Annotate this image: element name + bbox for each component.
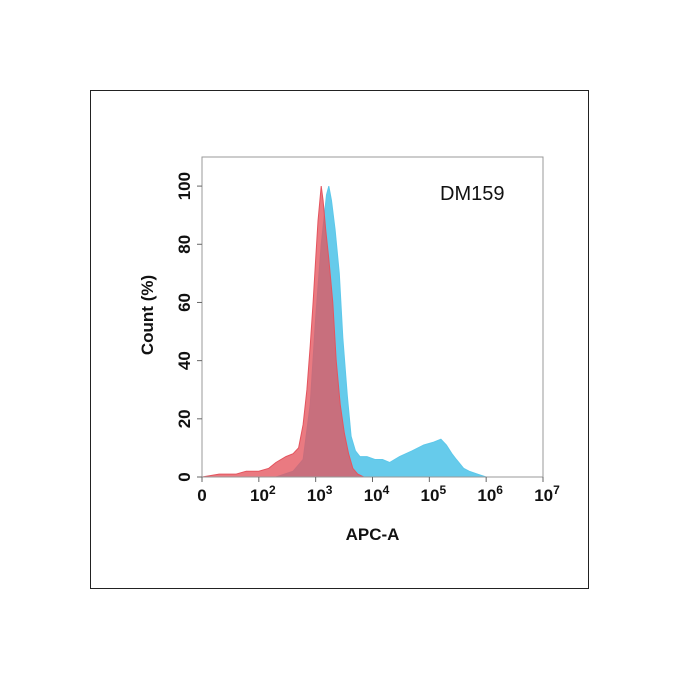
x-tick-label-2: 103	[307, 483, 333, 505]
x-tick-label-6: 107	[534, 483, 560, 505]
series-layer	[201, 185, 543, 478]
y-tick-label-1: 20	[175, 409, 194, 428]
y-tick-label-2: 40	[175, 351, 194, 370]
axis-ticks: 0 20 40 60 80 100 0 102 103 104 105 106 107	[175, 172, 560, 505]
plot-area	[201, 156, 544, 478]
sample-label: DM159	[440, 183, 504, 205]
y-tick-label-4: 80	[175, 235, 194, 254]
y-tick-label-0: 0	[175, 472, 194, 481]
x-axis-title: APC-A	[346, 525, 400, 544]
x-tick-label-3: 104	[364, 483, 390, 505]
x-tick-label-5: 106	[477, 483, 503, 505]
y-tick-label-5: 100	[175, 172, 194, 200]
y-tick-label-3: 60	[175, 293, 194, 312]
y-axis-title: Count (%)	[138, 275, 157, 355]
series-area-0	[202, 185, 543, 478]
x-tick-label-1: 102	[250, 483, 276, 505]
series-area-1	[201, 186, 543, 478]
x-tick-label-4: 105	[421, 483, 447, 505]
x-tick-label-0: 0	[197, 486, 206, 505]
